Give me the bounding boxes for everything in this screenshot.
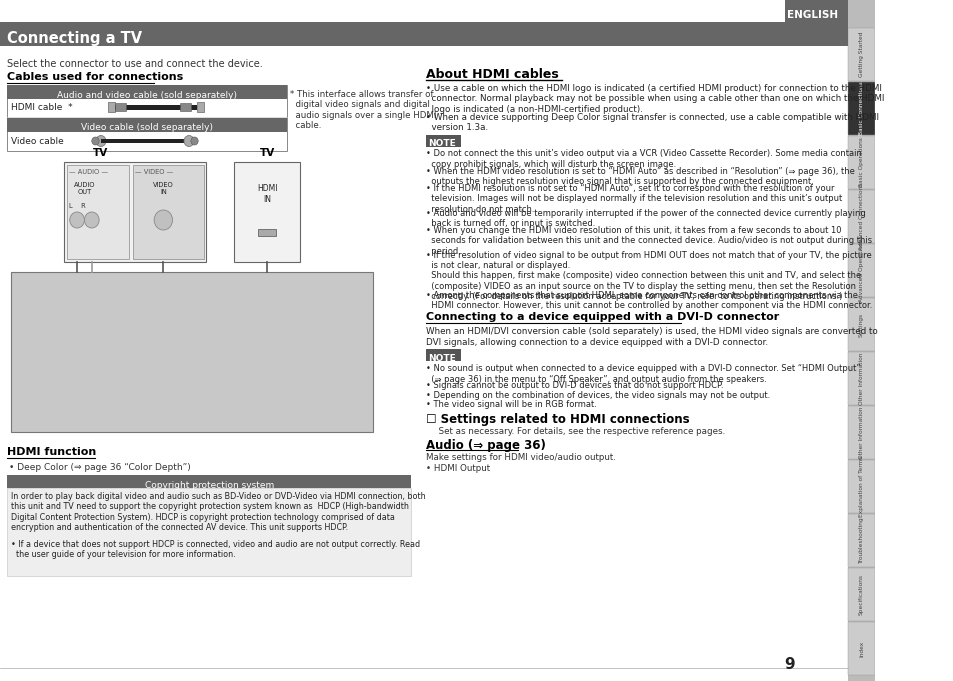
Bar — [67, 165, 130, 259]
Text: Troubleshooting: Troubleshooting — [859, 517, 863, 564]
Text: * This interface allows transfer of
  digital video signals and digital
  audio : * This interface allows transfer of digi… — [290, 90, 436, 130]
Bar — [847, 568, 875, 621]
Text: Copyright protection system: Copyright protection system — [145, 481, 274, 490]
Text: • Audio and video will be temporarily interrupted if the power of the connected : • Audio and video will be temporarily in… — [425, 208, 864, 228]
Text: ENGLISH: ENGLISH — [786, 10, 838, 20]
Bar — [847, 352, 875, 405]
Text: ☐ Settings related to HDMI connections: ☐ Settings related to HDMI connections — [425, 413, 689, 426]
Circle shape — [184, 136, 193, 146]
Text: • Do not connect the this unit’s video output via a VCR (Video Cassette Recorder: • Do not connect the this unit’s video o… — [425, 150, 861, 169]
Circle shape — [96, 136, 106, 146]
Circle shape — [154, 210, 172, 230]
Bar — [197, 102, 204, 112]
Text: VIDEO
IN: VIDEO IN — [152, 182, 173, 195]
Bar — [847, 406, 875, 459]
Bar — [425, 349, 460, 361]
Bar — [8, 475, 411, 488]
Text: • If the HDMI resolution is not set to “HDMI Auto”, set it to correspond with th: • If the HDMI resolution is not set to “… — [425, 184, 841, 214]
Bar — [8, 118, 287, 132]
Text: About HDMI cables: About HDMI cables — [425, 68, 558, 81]
Text: • If a device that does not support HDCP is connected, video and audio are not o: • If a device that does not support HDCP… — [11, 540, 419, 559]
Bar — [11, 272, 373, 432]
Bar — [114, 103, 126, 111]
Bar — [847, 28, 875, 81]
Text: • No sound is output when connected to a device equipped with a DVI-D connector.: • No sound is output when connected to a… — [425, 364, 860, 383]
Text: Audio and video cable (sold separately): Audio and video cable (sold separately) — [57, 91, 237, 99]
Bar — [132, 165, 204, 259]
Bar — [847, 460, 875, 513]
Text: • Depending on the combination of devices, the video signals may not be output.: • Depending on the combination of device… — [425, 391, 769, 400]
Circle shape — [70, 212, 84, 228]
Bar — [847, 82, 875, 135]
Text: HDMI function: HDMI function — [8, 447, 96, 457]
Bar — [847, 622, 875, 675]
Text: In order to play back digital video and audio such as BD-Video or DVD-Video via : In order to play back digital video and … — [11, 492, 425, 532]
Bar — [180, 103, 191, 111]
Text: TV: TV — [93, 148, 109, 158]
Bar — [257, 229, 276, 236]
Text: Advanced Operations: Advanced Operations — [859, 239, 863, 302]
Text: • Among the components that support HDMI, some components can control other comp: • Among the components that support HDMI… — [425, 291, 871, 311]
Text: When an HDMI/DVI conversion cable (sold separately) is used, the HDMI video sign: When an HDMI/DVI conversion cable (sold … — [425, 327, 877, 347]
Text: Basic Operations: Basic Operations — [859, 138, 863, 187]
Bar — [233, 162, 300, 262]
Bar — [847, 190, 875, 243]
Text: AUDIO
OUT: AUDIO OUT — [73, 182, 95, 195]
Text: • When a device supporting Deep Color signal transfer is connected, use a cable : • When a device supporting Deep Color si… — [425, 112, 878, 132]
Bar — [847, 136, 875, 189]
Text: Basic Connections: Basic Connections — [859, 82, 863, 136]
Text: NOTE: NOTE — [428, 354, 456, 363]
Text: HDMI
IN: HDMI IN — [256, 185, 277, 204]
Bar — [8, 85, 287, 151]
Text: Other Information: Other Information — [859, 352, 863, 405]
Circle shape — [91, 137, 99, 145]
Text: • The video signal will be in RGB format.: • The video signal will be in RGB format… — [425, 400, 596, 409]
Text: • Signals cannot be output to DVI-D devices that do not support HDCP.: • Signals cannot be output to DVI-D devi… — [425, 381, 722, 390]
Text: Set as necessary. For details, see the respective reference pages.: Set as necessary. For details, see the r… — [433, 427, 724, 437]
Text: Connecting a TV: Connecting a TV — [8, 31, 142, 46]
Text: L    R: L R — [69, 203, 86, 209]
Text: • If the resolution of video signal to be output from HDMI OUT does not match th: • If the resolution of video signal to b… — [425, 251, 871, 301]
Text: — VIDEO —: — VIDEO — — [134, 169, 172, 175]
Circle shape — [84, 212, 99, 228]
Text: 9: 9 — [783, 657, 794, 672]
Bar — [108, 102, 114, 112]
Text: Specifications: Specifications — [859, 574, 863, 615]
Text: NOTE: NOTE — [428, 140, 456, 148]
Bar — [783, 0, 847, 22]
Text: HDMI cable  *: HDMI cable * — [11, 103, 72, 112]
Bar — [0, 22, 847, 46]
Bar — [847, 514, 875, 567]
Text: • When the HDMI video resolution is set to “HDMI Auto” as described in “Resoluti: • When the HDMI video resolution is set … — [425, 167, 854, 186]
Bar — [847, 0, 875, 681]
Text: • Use a cable on which the HDMI logo is indicated (a certified HDMI product) for: • Use a cable on which the HDMI logo is … — [425, 84, 883, 114]
Bar — [8, 85, 287, 99]
Text: Cables used for connections: Cables used for connections — [8, 72, 183, 82]
Bar — [64, 162, 206, 262]
Bar — [8, 488, 411, 576]
Text: — AUDIO —: — AUDIO — — [69, 169, 108, 175]
Text: • When you change the HDMI video resolution of this unit, it takes from a few se: • When you change the HDMI video resolut… — [425, 225, 871, 255]
Circle shape — [191, 137, 198, 145]
Bar — [847, 298, 875, 351]
Text: • HDMI Output: • HDMI Output — [425, 464, 490, 473]
Text: Index: Index — [859, 640, 863, 656]
Text: Audio (⇒ page 36): Audio (⇒ page 36) — [425, 439, 545, 452]
Bar — [847, 244, 875, 297]
Text: Connecting to a device equipped with a DVI-D connector: Connecting to a device equipped with a D… — [425, 312, 779, 322]
Text: Video cable: Video cable — [11, 136, 64, 146]
Bar — [114, 104, 197, 110]
Text: Other Information: Other Information — [859, 407, 863, 459]
Text: Select the connector to use and connect the device.: Select the connector to use and connect … — [8, 59, 263, 69]
Bar — [101, 139, 183, 143]
Text: Video cable (sold separately): Video cable (sold separately) — [81, 123, 213, 133]
Text: Getting Started: Getting Started — [859, 32, 863, 77]
Text: Settings: Settings — [859, 313, 863, 336]
Bar — [425, 135, 460, 146]
Text: Make settings for HDMI video/audio output.: Make settings for HDMI video/audio outpu… — [425, 453, 615, 462]
Text: Advanced Connections: Advanced Connections — [859, 183, 863, 250]
Text: • Deep Color (⇒ page 36 “Color Depth”): • Deep Color (⇒ page 36 “Color Depth”) — [10, 463, 191, 472]
Text: Explanation of Terms: Explanation of Terms — [859, 456, 863, 518]
Text: TV: TV — [259, 148, 274, 158]
